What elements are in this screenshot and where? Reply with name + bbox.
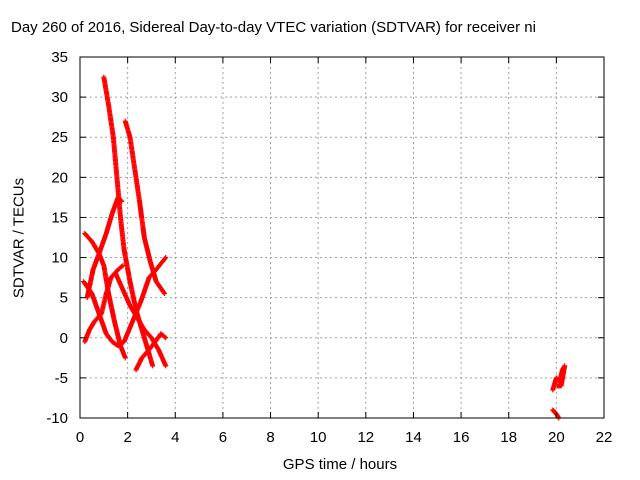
x-tick-label: 20 <box>548 429 565 446</box>
y-tick-label: -10 <box>46 410 68 427</box>
series-10 <box>550 407 562 421</box>
series-markers <box>122 118 168 297</box>
series-9 <box>550 363 568 393</box>
series-markers <box>550 407 562 421</box>
axis-ticks: 0 2 4 6 8 10 12 14 16 18 20 22 -10 -5 0 5 10 15 20 25 30 35 <box>46 49 612 446</box>
series-6 <box>84 194 125 301</box>
x-tick-label: 10 <box>310 429 327 446</box>
series-7 <box>113 271 169 369</box>
series-5 <box>82 263 126 345</box>
series-markers <box>550 363 568 393</box>
x-tick-label: 0 <box>76 429 84 446</box>
data-series <box>81 74 568 421</box>
series-markers <box>133 331 169 373</box>
x-tick-label: 2 <box>123 429 131 446</box>
grid-lines <box>80 57 604 418</box>
x-tick-label: 16 <box>453 429 470 446</box>
y-tick-label: -5 <box>55 370 68 387</box>
series-2 <box>122 118 168 297</box>
x-tick-label: 14 <box>405 429 422 446</box>
series-8 <box>133 331 169 373</box>
y-tick-label: 25 <box>51 129 68 146</box>
series-markers <box>82 263 126 345</box>
y-tick-label: 30 <box>51 89 68 106</box>
y-tick-label: 15 <box>51 209 68 226</box>
series-markers <box>84 194 125 301</box>
series-1 <box>101 74 156 369</box>
x-tick-label: 22 <box>596 429 613 446</box>
chart-title: Day 260 of 2016, Sidereal Day-to-day VTE… <box>11 19 536 36</box>
y-tick-label: 35 <box>51 49 68 66</box>
x-tick-label: 6 <box>219 429 227 446</box>
y-tick-label: 5 <box>60 290 68 307</box>
x-tick-label: 8 <box>266 429 274 446</box>
y-tick-label: 10 <box>51 250 68 267</box>
x-tick-label: 12 <box>357 429 374 446</box>
x-tick-label: 18 <box>500 429 517 446</box>
series-markers <box>101 74 156 369</box>
series-markers <box>113 271 169 369</box>
x-tick-label: 4 <box>171 429 179 446</box>
x-axis-label: GPS time / hours <box>282 456 398 473</box>
plot-frame <box>79 56 605 419</box>
y-tick-label: 20 <box>51 169 68 186</box>
y-tick-label: 0 <box>60 330 68 347</box>
